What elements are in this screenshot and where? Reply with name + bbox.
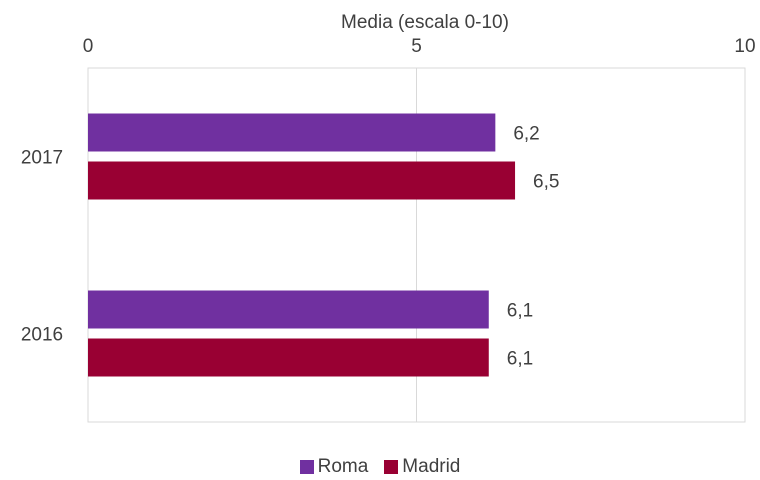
x-axis-title: Media (escala 0-10)	[341, 12, 509, 33]
x-tick-label: 5	[411, 36, 422, 57]
plot-area-frame	[87, 67, 746, 423]
bar-roma-2017	[88, 113, 496, 152]
bars	[88, 113, 516, 377]
category-label: 2017	[21, 148, 63, 169]
category-labels: 2017 2016	[21, 148, 63, 346]
data-label: 6,1	[507, 349, 533, 370]
data-label: 6,5	[533, 172, 559, 193]
category-label: 2016	[21, 325, 63, 346]
x-tick-labels: 0 5 10	[83, 36, 756, 57]
bar-madrid-2016	[88, 338, 489, 377]
x-tick-label: 10	[734, 36, 755, 57]
legend-swatch-madrid	[384, 460, 399, 474]
bar-roma-2016	[88, 290, 489, 329]
legend-label-roma: Roma	[317, 456, 369, 477]
x-tick-label: 0	[83, 36, 94, 57]
legend: Roma Madrid	[0, 456, 760, 478]
legend-swatch-roma	[299, 460, 314, 474]
legend-item-madrid: Madrid	[384, 456, 460, 478]
data-label: 6,1	[507, 301, 533, 322]
legend-item-roma: Roma	[299, 456, 369, 478]
data-labels: 6,2 6,5 6,1 6,1	[507, 124, 560, 370]
bar-madrid-2017	[88, 161, 516, 200]
data-label: 6,2	[513, 124, 539, 145]
legend-label-madrid: Madrid	[402, 456, 461, 477]
